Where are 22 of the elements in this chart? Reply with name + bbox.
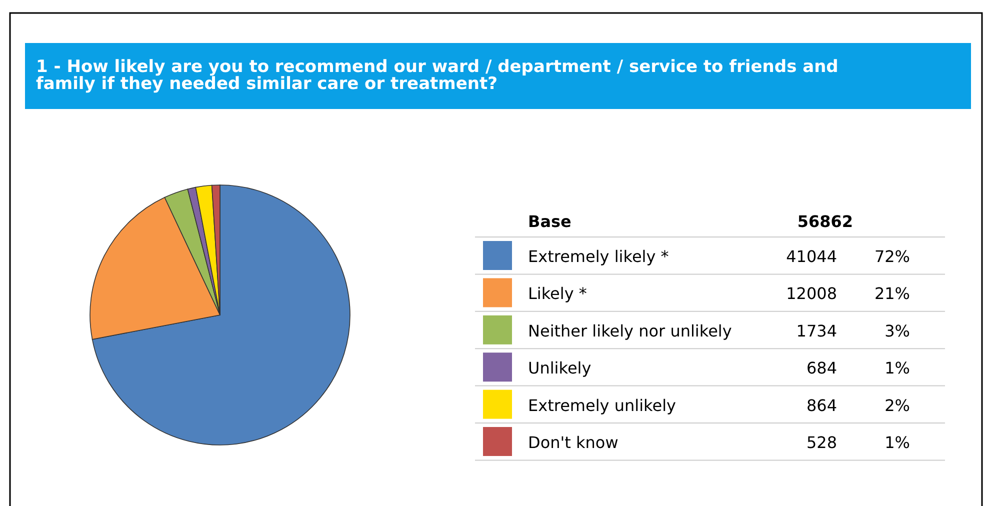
legend-label: Likely * bbox=[528, 284, 587, 304]
legend-label: Extremely unlikely bbox=[528, 396, 676, 415]
legend-label: Neither likely nor unlikely bbox=[528, 321, 732, 340]
text: 41044 bbox=[786, 247, 837, 266]
legend-label: Extremely likely * bbox=[528, 247, 669, 266]
text: Base bbox=[528, 212, 572, 231]
legend-label: Unlikely bbox=[528, 358, 592, 378]
chart-title: 1 - How likely are you to recommend our ward / department / service to friends and family if they needed similar care or treatment? bbox=[36, 57, 838, 94]
text: 528 bbox=[806, 433, 837, 452]
text: 56862 bbox=[797, 212, 853, 231]
text: 864 bbox=[806, 396, 837, 415]
data-label: 2% bbox=[884, 396, 910, 415]
pie-slice bbox=[92, 184, 350, 446]
legend-label: Don't know bbox=[528, 433, 618, 452]
text: 12008 bbox=[786, 284, 837, 304]
data-label: 1% bbox=[884, 358, 910, 378]
text: 1734 bbox=[796, 321, 837, 340]
data-label: 72% bbox=[874, 247, 910, 266]
data-label: 3% bbox=[884, 321, 910, 340]
text: 684 bbox=[806, 358, 837, 378]
data-label: 21% bbox=[874, 284, 910, 304]
data-label: 1% bbox=[884, 433, 910, 452]
